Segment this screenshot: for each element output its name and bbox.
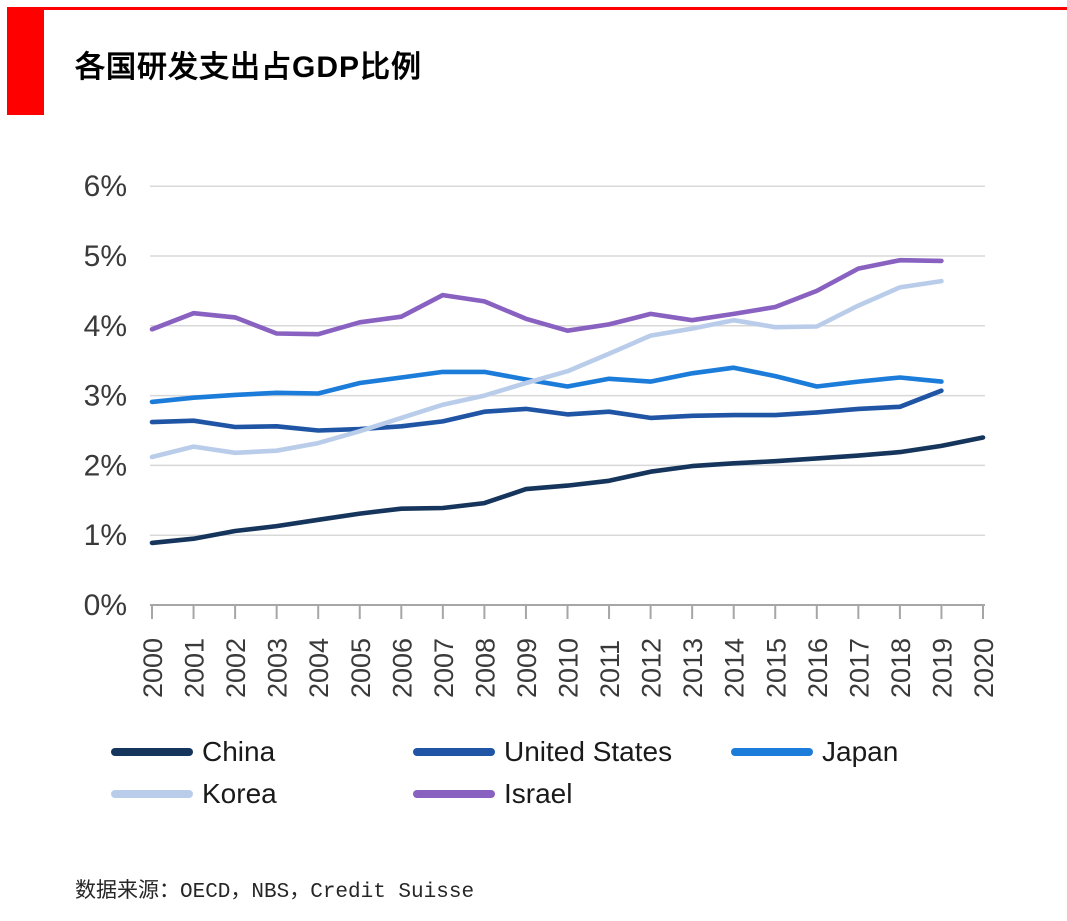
x-axis-tick-label: 2012 (637, 638, 667, 698)
legend-swatch (111, 790, 193, 798)
legend-item-israel: Israel (413, 778, 572, 810)
legend-label: Israel (504, 778, 573, 809)
y-axis-tick-label: 5% (84, 240, 127, 273)
x-axis-tick-label: 2014 (720, 638, 750, 698)
x-axis-tick-label: 2004 (304, 638, 334, 698)
y-axis-tick-label: 2% (84, 449, 127, 482)
legend-swatch (413, 748, 495, 756)
y-axis-tick-label: 3% (84, 380, 127, 413)
y-axis-tick-label: 4% (84, 310, 127, 343)
x-axis-tick-label: 2007 (429, 638, 459, 698)
legend-label: Korea (202, 778, 277, 809)
x-axis-tick-label: 2013 (678, 638, 708, 698)
legend-label: Japan (822, 736, 899, 767)
red-accent-block (7, 7, 44, 115)
x-axis-tick-label: 2018 (886, 638, 916, 698)
x-axis-tick-label: 2017 (844, 638, 874, 698)
legend-label: China (202, 736, 276, 767)
x-axis-tick-label: 2000 (138, 638, 168, 698)
legend-item-united-states: United States (413, 736, 672, 768)
legend-label: United States (504, 736, 673, 767)
legend-swatch (731, 748, 813, 756)
x-axis-tick-label: 2011 (595, 640, 625, 698)
y-axis-tick-label: 1% (84, 519, 127, 552)
legend-item-japan: Japan (731, 736, 898, 768)
x-axis-tick-label: 2015 (761, 638, 791, 698)
x-axis-tick-label: 2010 (554, 638, 584, 698)
legend-swatch (413, 790, 495, 798)
legend-item-korea: Korea (111, 778, 277, 810)
x-axis-tick-label: 2016 (803, 638, 833, 698)
y-axis-tick-label: 0% (84, 589, 127, 622)
data-source-note: 数据来源：OECD，NBS，Credit Suisse (75, 881, 475, 904)
x-axis-tick-label: 2001 (180, 638, 210, 698)
x-axis-tick-label: 2008 (470, 638, 500, 698)
red-top-rule (44, 7, 1067, 10)
series-line-japan (149, 365, 944, 405)
chart-title: 各国研发支出占GDP比例 (75, 51, 423, 84)
series-line-united-states (149, 388, 944, 433)
x-axis-tick-label: 2019 (927, 638, 957, 698)
x-axis-tick-label: 2005 (346, 638, 376, 698)
x-axis-tick-label: 2003 (263, 638, 293, 698)
x-axis-tick-label: 2009 (512, 638, 542, 698)
line-chart: 0% 1% 2% 3% 4% 5% 6% 2000 2001 2002 2003 2004 2005 20… (84, 170, 999, 698)
legend-item-china: China (111, 736, 275, 768)
series-line-china (149, 435, 986, 546)
y-axis-tick-label: 6% (84, 170, 127, 203)
x-axis-tick-label: 2006 (387, 638, 417, 698)
x-axis-tick-label: 2020 (969, 638, 999, 698)
x-axis-tick-label: 2002 (221, 638, 251, 698)
series-line-israel (149, 257, 944, 337)
series-line-korea (149, 278, 944, 460)
legend-swatch (111, 748, 193, 756)
